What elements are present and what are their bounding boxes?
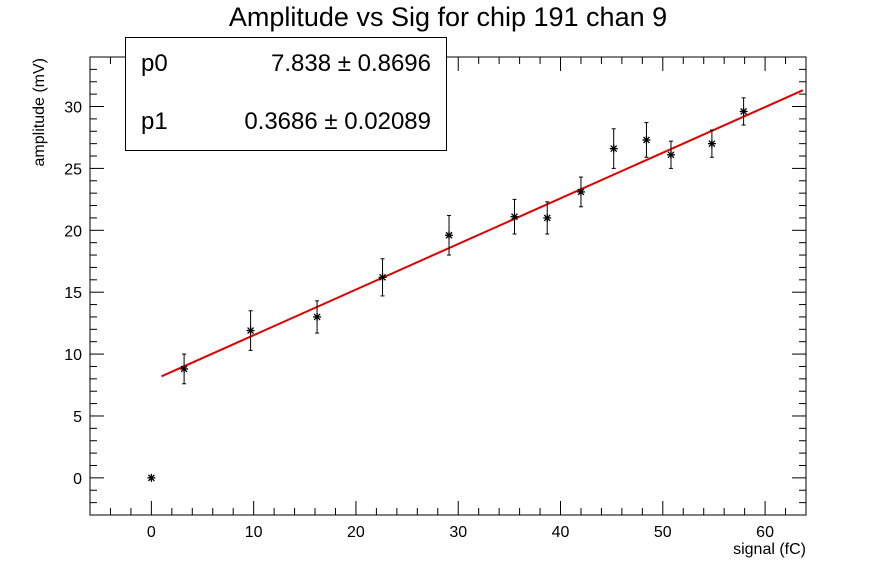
plot-frame-layer	[89, 56, 807, 516]
x-tick-label: 40	[552, 524, 570, 541]
x-tick-label: 20	[347, 524, 365, 541]
data-point	[739, 97, 748, 126]
data-point	[147, 473, 156, 482]
data-point	[180, 353, 189, 385]
y-axis-label: amplitude (mV)	[31, 58, 48, 166]
star-marker-stroke	[313, 313, 321, 321]
star-marker-stroke	[511, 213, 518, 221]
y-tick-label: 30	[64, 100, 82, 117]
fit-param-value: 0.3686 ± 0.02089	[244, 108, 431, 136]
data-point	[510, 198, 519, 235]
star-marker-stroke	[740, 108, 748, 115]
y-tick-label: 20	[64, 223, 82, 240]
data-point	[576, 176, 585, 208]
x-tick-label: 50	[654, 524, 672, 541]
star-marker-stroke	[577, 188, 585, 196]
star-marker-stroke	[445, 231, 453, 239]
chart-title: Amplitude vs Sig for chip 191 chan 9	[228, 2, 668, 32]
plus-minus-sign: ±	[317, 108, 345, 135]
y-tick-label: 15	[64, 285, 82, 302]
star-marker-stroke	[147, 474, 155, 482]
fit-stats-box: p0 7.838 ± 0.8696 p1 0.3686 ± 0.02089	[125, 37, 447, 151]
star-marker-stroke	[543, 214, 551, 222]
fit-stat-row-p0: p0 7.838 ± 0.8696	[126, 50, 446, 90]
data-point	[707, 129, 716, 158]
star-marker-stroke	[247, 327, 255, 335]
fit-line	[161, 89, 804, 378]
y-tick-label: 10	[64, 347, 82, 364]
data-point	[246, 310, 255, 351]
star-marker-stroke	[610, 145, 618, 153]
data-point	[609, 128, 618, 169]
data-point	[543, 201, 552, 235]
fit-param-name: p1	[141, 108, 168, 135]
star-marker-stroke	[642, 136, 650, 144]
fit-param-name: p0	[141, 50, 168, 77]
x-axis-label: signal (fC)	[733, 541, 806, 558]
data-point	[313, 300, 322, 334]
y-tick-label: 5	[73, 409, 82, 426]
plus-minus-sign: ±	[331, 50, 358, 77]
y-axis-ticks: 0 5 10 15 20 25 30	[64, 56, 806, 516]
fit-layer	[161, 89, 804, 378]
plot-frame	[89, 56, 807, 516]
data-point	[445, 214, 454, 256]
x-tick-label: 30	[449, 524, 467, 541]
y-tick-label: 0	[73, 471, 82, 488]
x-tick-label: 0	[147, 524, 156, 541]
y-tick-label: 25	[64, 161, 82, 178]
fit-param-error: 0.02089	[344, 108, 431, 135]
fit-param-estimate: 0.3686	[244, 108, 318, 135]
data-point	[642, 122, 651, 158]
fit-stat-row-p1: p1 0.3686 ± 0.02089	[126, 108, 446, 148]
star-marker-stroke	[379, 273, 386, 281]
x-tick-label: 10	[245, 524, 263, 541]
data-point	[378, 258, 387, 297]
fit-param-value: 7.838 ± 0.8696	[271, 50, 431, 78]
data-points-layer	[147, 97, 748, 482]
fit-param-error: 0.8696	[357, 50, 431, 77]
star-marker-stroke	[708, 140, 716, 148]
star-marker-stroke	[180, 365, 188, 373]
x-tick-label: 60	[756, 524, 774, 541]
star-marker-stroke	[667, 151, 675, 159]
data-point	[666, 140, 675, 169]
fit-param-estimate: 7.838	[271, 50, 332, 77]
